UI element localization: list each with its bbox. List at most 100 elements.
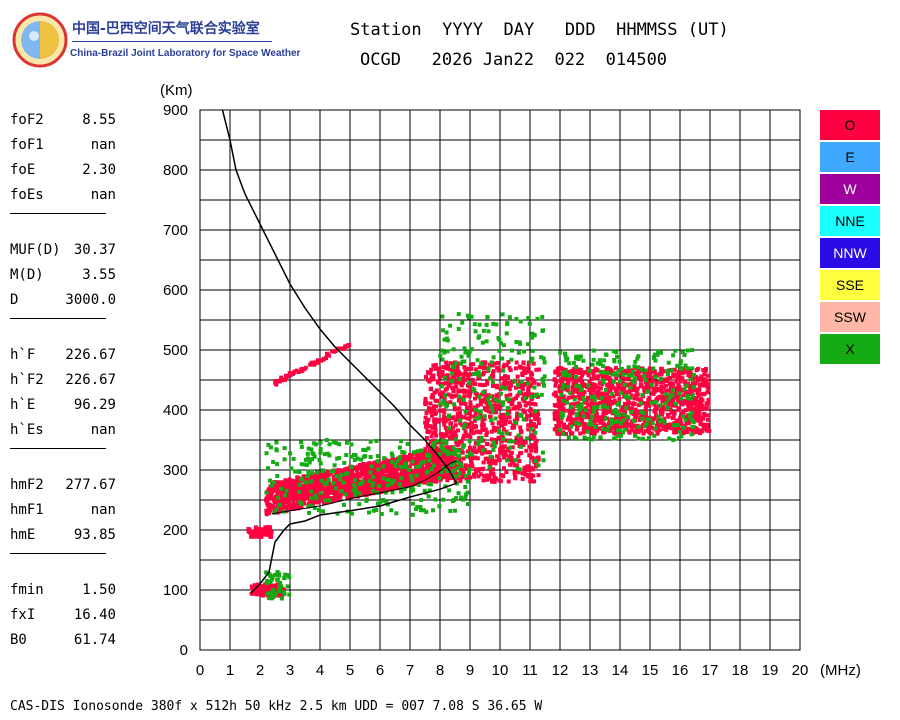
echo-point <box>530 356 535 361</box>
echo-point <box>653 386 658 391</box>
echo-point <box>645 376 650 381</box>
echo-point <box>467 467 472 472</box>
echo-point <box>373 471 378 476</box>
echo-point <box>482 416 487 421</box>
echo-point <box>685 417 690 422</box>
legend-entry: SSE <box>820 270 880 300</box>
echo-point <box>622 382 627 387</box>
echo-point <box>270 574 275 579</box>
echo-point <box>375 473 380 478</box>
echo-point <box>336 346 341 351</box>
echo-point <box>526 369 531 374</box>
echo-point <box>574 368 579 373</box>
echo-point <box>498 446 503 451</box>
echo-point <box>285 492 290 497</box>
echo-point <box>648 374 653 379</box>
echo-point <box>438 402 443 407</box>
echo-point <box>517 439 522 444</box>
echo-point <box>269 496 274 501</box>
echo-point <box>523 370 528 375</box>
echo-point <box>448 400 453 405</box>
echo-point <box>327 488 332 493</box>
echo-point <box>317 481 322 486</box>
echo-point <box>541 328 546 333</box>
echo-point <box>512 379 517 384</box>
echo-point <box>668 422 673 427</box>
echo-point <box>474 407 479 412</box>
echo-point <box>268 580 273 585</box>
echo-point <box>700 380 705 385</box>
echo-point <box>435 379 440 384</box>
echo-point <box>354 468 359 473</box>
echo-point <box>368 470 373 475</box>
echo-point <box>579 402 584 407</box>
echo-point <box>401 454 406 459</box>
echo-point <box>626 367 631 372</box>
echo-point <box>458 479 463 484</box>
echo-point <box>426 424 431 429</box>
echo-point <box>582 390 587 395</box>
echo-point <box>692 396 697 401</box>
echo-point <box>608 428 613 433</box>
echo-point <box>645 417 650 422</box>
echo-point <box>644 422 649 427</box>
echo-point <box>687 374 692 379</box>
echo-point <box>352 478 357 483</box>
echo-point <box>500 400 505 405</box>
echo-point <box>608 378 613 383</box>
echo-point <box>671 372 676 377</box>
echo-point <box>454 384 459 389</box>
echo-point <box>321 486 326 491</box>
echo-point <box>327 498 332 503</box>
echo-point <box>556 368 561 373</box>
echo-point <box>275 462 280 467</box>
echo-point <box>504 470 509 475</box>
echo-point <box>285 486 290 491</box>
echo-point <box>427 458 432 463</box>
echo-point <box>578 388 583 393</box>
echo-point <box>508 462 513 467</box>
echo-point <box>465 405 470 410</box>
echo-point <box>456 439 461 444</box>
echo-point <box>318 493 323 498</box>
echo-point <box>668 425 673 430</box>
echo-point <box>586 373 591 378</box>
echo-point <box>358 474 363 479</box>
param-value: 226.67 <box>65 347 116 363</box>
echo-point <box>575 404 580 409</box>
echo-point <box>457 448 462 453</box>
echo-point <box>433 363 438 368</box>
echo-point <box>482 450 487 455</box>
echo-point <box>618 379 623 384</box>
echo-point <box>666 360 671 365</box>
echo-point <box>656 416 661 421</box>
echo-point <box>397 456 402 461</box>
echo-point <box>501 437 506 442</box>
echo-point <box>553 413 558 418</box>
echo-point <box>265 591 270 596</box>
echo-point <box>454 437 459 442</box>
echo-point <box>426 377 431 382</box>
echo-point <box>486 475 491 480</box>
echo-point <box>372 476 377 481</box>
echo-point <box>661 380 666 385</box>
echo-point <box>505 406 510 411</box>
echo-point <box>513 474 518 479</box>
echo-point <box>700 407 705 412</box>
echo-point <box>382 459 387 464</box>
echo-point <box>259 590 264 595</box>
echo-point <box>558 350 563 355</box>
param-label: fmin <box>10 582 44 598</box>
echo-point <box>469 407 474 412</box>
echo-point <box>431 463 436 468</box>
echo-point <box>532 435 537 440</box>
echo-point <box>698 382 703 387</box>
echo-point <box>390 456 395 461</box>
echo-point <box>621 375 626 380</box>
echo-point <box>449 462 454 467</box>
echo-point <box>355 456 360 461</box>
param-value: nan <box>90 137 116 153</box>
echo-point <box>472 445 477 450</box>
param-value: nan <box>90 187 116 203</box>
echo-point <box>528 435 533 440</box>
